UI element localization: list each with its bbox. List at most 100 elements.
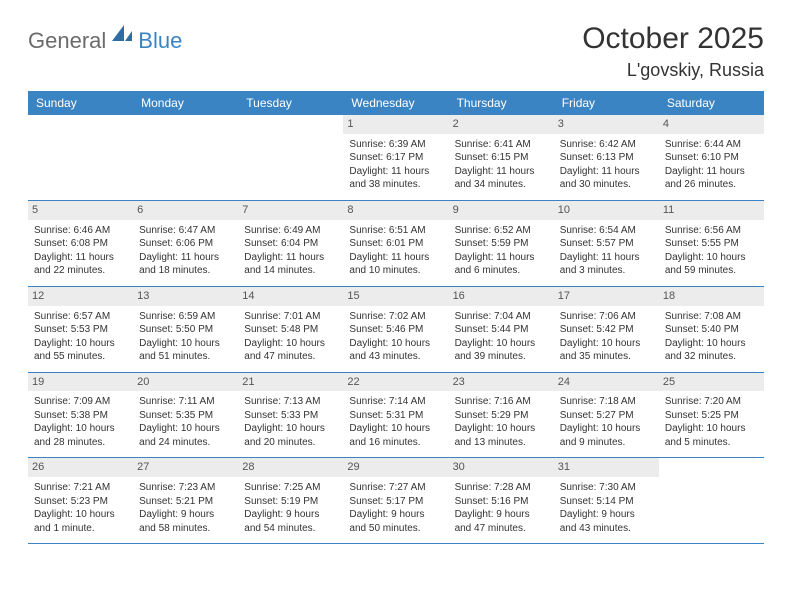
sail-icon <box>110 23 134 43</box>
sunset-text: Sunset: 6:13 PM <box>560 151 653 165</box>
sunrise-text: Sunrise: 6:39 AM <box>349 138 442 152</box>
sunset-text: Sunset: 5:53 PM <box>34 323 127 337</box>
calendar-day-cell: 8Sunrise: 6:51 AMSunset: 6:01 PMDaylight… <box>343 200 448 286</box>
weekday-header: Wednesday <box>343 91 448 115</box>
sunrise-text: Sunrise: 6:54 AM <box>560 224 653 238</box>
sunset-text: Sunset: 5:31 PM <box>349 409 442 423</box>
weekday-header: Sunday <box>28 91 133 115</box>
daylight-text: Daylight: 11 hours and 3 minutes. <box>560 251 653 278</box>
sunrise-text: Sunrise: 7:13 AM <box>244 395 337 409</box>
sunrise-text: Sunrise: 7:21 AM <box>34 481 127 495</box>
sunset-text: Sunset: 5:50 PM <box>139 323 232 337</box>
daylight-text: Daylight: 11 hours and 34 minutes. <box>455 165 548 192</box>
sunset-text: Sunset: 5:33 PM <box>244 409 337 423</box>
calendar-day-cell: 27Sunrise: 7:23 AMSunset: 5:21 PMDayligh… <box>133 458 238 544</box>
daylight-text: Daylight: 9 hours and 54 minutes. <box>244 508 337 535</box>
daylight-text: Daylight: 10 hours and 32 minutes. <box>665 337 758 364</box>
daylight-text: Daylight: 11 hours and 6 minutes. <box>455 251 548 278</box>
weekday-header: Saturday <box>659 91 764 115</box>
calendar-day-cell <box>659 458 764 544</box>
day-number: 20 <box>133 373 238 392</box>
sunset-text: Sunset: 6:15 PM <box>455 151 548 165</box>
calendar-day-cell: 3Sunrise: 6:42 AMSunset: 6:13 PMDaylight… <box>554 115 659 200</box>
sunrise-text: Sunrise: 6:57 AM <box>34 310 127 324</box>
location-label: L'govskiy, Russia <box>582 60 764 81</box>
day-number: 4 <box>659 115 764 134</box>
sunset-text: Sunset: 5:29 PM <box>455 409 548 423</box>
sunset-text: Sunset: 6:08 PM <box>34 237 127 251</box>
sunrise-text: Sunrise: 7:27 AM <box>349 481 442 495</box>
sunset-text: Sunset: 5:17 PM <box>349 495 442 509</box>
calendar-day-cell <box>133 115 238 200</box>
daylight-text: Daylight: 9 hours and 58 minutes. <box>139 508 232 535</box>
logo-text-blue: Blue <box>138 28 182 54</box>
sunset-text: Sunset: 5:59 PM <box>455 237 548 251</box>
daylight-text: Daylight: 9 hours and 50 minutes. <box>349 508 442 535</box>
daylight-text: Daylight: 11 hours and 26 minutes. <box>665 165 758 192</box>
daylight-text: Daylight: 10 hours and 59 minutes. <box>665 251 758 278</box>
sunrise-text: Sunrise: 7:06 AM <box>560 310 653 324</box>
day-number: 15 <box>343 287 448 306</box>
calendar-day-cell: 11Sunrise: 6:56 AMSunset: 5:55 PMDayligh… <box>659 200 764 286</box>
daylight-text: Daylight: 11 hours and 18 minutes. <box>139 251 232 278</box>
day-number: 5 <box>28 201 133 220</box>
calendar-week-row: 26Sunrise: 7:21 AMSunset: 5:23 PMDayligh… <box>28 458 764 544</box>
daylight-text: Daylight: 10 hours and 13 minutes. <box>455 422 548 449</box>
day-number: 2 <box>449 115 554 134</box>
logo-text-general: General <box>28 28 106 54</box>
daylight-text: Daylight: 10 hours and 20 minutes. <box>244 422 337 449</box>
day-number: 31 <box>554 458 659 477</box>
calendar-day-cell: 2 Sunrise: 6:41 AMSunset: 6:15 PMDaylight… <box>449 115 554 200</box>
day-number: 16 <box>449 287 554 306</box>
calendar-day-cell: 15Sunrise: 7:02 AMSunset: 5:46 PMDayligh… <box>343 286 448 372</box>
calendar-day-cell: 12Sunrise: 6:57 AMSunset: 5:53 PMDayligh… <box>28 286 133 372</box>
sunset-text: Sunset: 5:19 PM <box>244 495 337 509</box>
weekday-header-row: Sunday Monday Tuesday Wednesday Thursday… <box>28 91 764 115</box>
sunrise-text: Sunrise: 7:28 AM <box>455 481 548 495</box>
calendar-day-cell: 19Sunrise: 7:09 AMSunset: 5:38 PMDayligh… <box>28 372 133 458</box>
logo: General Blue <box>28 28 182 54</box>
daylight-text: Daylight: 11 hours and 30 minutes. <box>560 165 653 192</box>
daylight-text: Daylight: 10 hours and 43 minutes. <box>349 337 442 364</box>
calendar-day-cell: 29Sunrise: 7:27 AMSunset: 5:17 PMDayligh… <box>343 458 448 544</box>
calendar-day-cell: 18Sunrise: 7:08 AMSunset: 5:40 PMDayligh… <box>659 286 764 372</box>
daylight-text: Daylight: 10 hours and 16 minutes. <box>349 422 442 449</box>
daylight-text: Daylight: 10 hours and 1 minute. <box>34 508 127 535</box>
sunrise-text: Sunrise: 7:02 AM <box>349 310 442 324</box>
sunset-text: Sunset: 6:10 PM <box>665 151 758 165</box>
calendar-day-cell: 13Sunrise: 6:59 AMSunset: 5:50 PMDayligh… <box>133 286 238 372</box>
sunset-text: Sunset: 5:16 PM <box>455 495 548 509</box>
calendar-day-cell: 26Sunrise: 7:21 AMSunset: 5:23 PMDayligh… <box>28 458 133 544</box>
day-number: 8 <box>343 201 448 220</box>
calendar-day-cell: 24Sunrise: 7:18 AMSunset: 5:27 PMDayligh… <box>554 372 659 458</box>
day-number: 19 <box>28 373 133 392</box>
sunrise-text: Sunrise: 6:44 AM <box>665 138 758 152</box>
calendar-day-cell: 6Sunrise: 6:47 AMSunset: 6:06 PMDaylight… <box>133 200 238 286</box>
daylight-text: Daylight: 10 hours and 55 minutes. <box>34 337 127 364</box>
day-number: 13 <box>133 287 238 306</box>
sunrise-text: Sunrise: 6:46 AM <box>34 224 127 238</box>
sunrise-text: Sunrise: 6:56 AM <box>665 224 758 238</box>
sunset-text: Sunset: 6:04 PM <box>244 237 337 251</box>
sunset-text: Sunset: 5:42 PM <box>560 323 653 337</box>
weekday-header: Thursday <box>449 91 554 115</box>
daylight-text: Daylight: 10 hours and 51 minutes. <box>139 337 232 364</box>
day-number: 11 <box>659 201 764 220</box>
daylight-text: Daylight: 11 hours and 14 minutes. <box>244 251 337 278</box>
sunrise-text: Sunrise: 6:41 AM <box>455 138 548 152</box>
sunrise-text: Sunrise: 7:23 AM <box>139 481 232 495</box>
sunset-text: Sunset: 5:35 PM <box>139 409 232 423</box>
day-number: 7 <box>238 201 343 220</box>
sunset-text: Sunset: 5:21 PM <box>139 495 232 509</box>
day-number: 25 <box>659 373 764 392</box>
calendar-day-cell <box>238 115 343 200</box>
calendar-day-cell: 10Sunrise: 6:54 AMSunset: 5:57 PMDayligh… <box>554 200 659 286</box>
sunset-text: Sunset: 6:01 PM <box>349 237 442 251</box>
sunset-text: Sunset: 5:44 PM <box>455 323 548 337</box>
calendar-day-cell: 28Sunrise: 7:25 AMSunset: 5:19 PMDayligh… <box>238 458 343 544</box>
day-number: 17 <box>554 287 659 306</box>
day-number: 22 <box>343 373 448 392</box>
sunrise-text: Sunrise: 7:11 AM <box>139 395 232 409</box>
day-number: 9 <box>449 201 554 220</box>
weekday-header: Monday <box>133 91 238 115</box>
